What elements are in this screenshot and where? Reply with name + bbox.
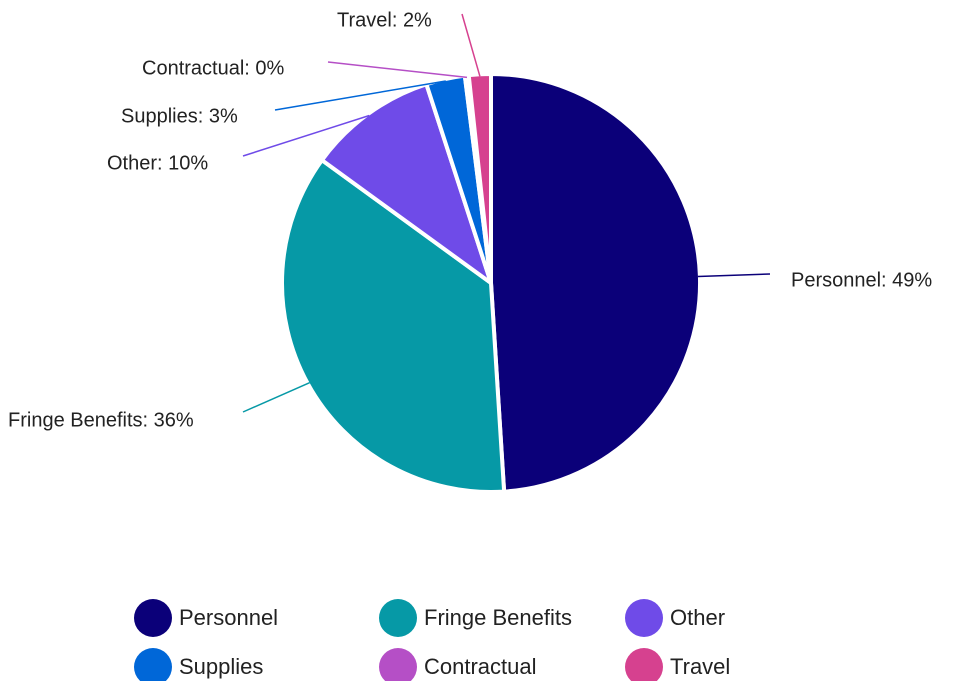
- pie-slices: [280, 72, 702, 494]
- legend-label-supplies: Supplies: [179, 654, 263, 679]
- leader-line-supplies: [274, 80, 446, 111]
- legend-label-fringe-benefits: Fringe Benefits: [424, 605, 572, 630]
- legend-swatch-travel: [625, 648, 663, 681]
- slice-personnel[interactable]: [489, 72, 702, 494]
- leader-line-personnel: [697, 273, 771, 278]
- legend-item-fringe-benefits[interactable]: Fringe Benefits: [379, 599, 572, 637]
- legend: Personnel Fringe Benefits Other Supplies Con…: [134, 599, 730, 681]
- data-label-fringe-benefits: Fringe Benefits: 36%: [8, 409, 194, 431]
- legend-swatch-fringe-benefits: [379, 599, 417, 637]
- leader-line-travel: [461, 13, 481, 77]
- label-leader-lines: [242, 13, 771, 413]
- legend-item-other[interactable]: Other: [625, 599, 725, 637]
- data-label-contractual: Contractual: 0%: [142, 57, 285, 79]
- slice-other[interactable]: [319, 82, 493, 285]
- data-label-other: Other: 10%: [107, 152, 208, 174]
- legend-label-other: Other: [670, 605, 725, 630]
- legend-label-travel: Travel: [670, 654, 730, 679]
- legend-label-personnel: Personnel: [179, 605, 278, 630]
- legend-item-personnel[interactable]: Personnel: [134, 599, 278, 637]
- legend-swatch-personnel: [134, 599, 172, 637]
- leader-line-contractual: [327, 61, 468, 79]
- data-label-supplies: Supplies: 3%: [121, 105, 238, 127]
- legend-swatch-supplies: [134, 648, 172, 681]
- legend-item-contractual[interactable]: Contractual: [379, 648, 537, 681]
- data-label-personnel: Personnel: 49%: [791, 269, 932, 291]
- legend-label-contractual: Contractual: [424, 654, 537, 679]
- legend-item-travel[interactable]: Travel: [625, 648, 730, 681]
- slice-labels: Personnel: 49% Fringe Benefits: 36% Other:…: [8, 9, 932, 431]
- legend-swatch-contractual: [379, 648, 417, 681]
- leader-line-fringe-benefits: [242, 382, 310, 413]
- legend-item-supplies[interactable]: Supplies: [134, 648, 263, 681]
- legend-swatch-other: [625, 599, 663, 637]
- leader-line-other: [242, 114, 370, 157]
- data-label-travel: Travel: 2%: [337, 9, 432, 31]
